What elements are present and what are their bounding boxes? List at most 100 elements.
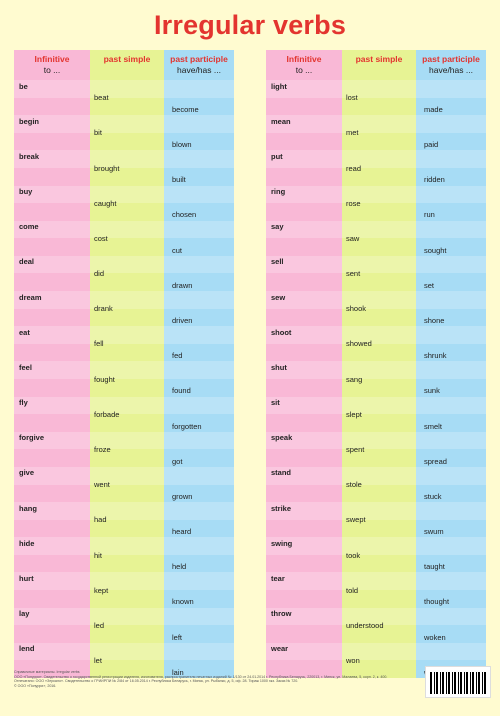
infinitive-word: hurt (19, 573, 34, 583)
infinitive-word: fly (19, 398, 28, 408)
row-band (266, 572, 486, 591)
header-past-participle-label: past participle (422, 54, 480, 64)
infinitive-word: sit (271, 398, 280, 408)
past-simple-word: brought (94, 163, 120, 173)
past-simple-word: rose (346, 198, 361, 208)
row-band (14, 431, 234, 450)
past-participle-word: shrunk (424, 351, 447, 361)
infinitive-word: dream (19, 292, 42, 302)
infinitive-word: come (19, 222, 39, 232)
past-simple-word: forbade (94, 409, 120, 419)
past-participle-word: found (172, 386, 191, 396)
header-infinitive: Infinitive to ... (14, 50, 90, 80)
infinitive-word: eat (19, 327, 30, 337)
column-background (266, 50, 342, 678)
past-participle-word: become (172, 104, 199, 114)
row-band (14, 185, 234, 204)
past-simple-word: swept (346, 515, 366, 525)
past-simple-word: hit (94, 550, 102, 560)
row-band (266, 361, 486, 379)
imprint-line: © ООО «Попурри», 2016. (14, 683, 57, 688)
infinitive-word: lay (19, 609, 30, 619)
barcode-bar (479, 672, 480, 694)
barcode-bar (485, 672, 486, 694)
infinitive-word: stand (271, 468, 292, 478)
row-band (14, 80, 234, 98)
past-simple-word: did (94, 269, 105, 279)
past-participle-word: spread (424, 456, 447, 466)
infinitive-word: speak (271, 433, 293, 443)
row-band (266, 80, 486, 98)
past-simple-word: shook (346, 304, 367, 314)
row-band (14, 572, 234, 591)
infinitive-word: break (19, 151, 40, 161)
verb-table-right: Infinitive to ... past simple past particip… (266, 50, 486, 678)
past-participle-word: sunk (424, 386, 440, 396)
past-participle-word: driven (172, 316, 193, 325)
past-participle-word: forgotten (172, 421, 202, 431)
barcode-bar (470, 672, 471, 694)
past-simple-word: led (94, 620, 105, 630)
past-simple-word: told (346, 585, 359, 595)
past-simple-word: froze (94, 444, 111, 454)
infinitive-word: lend (19, 644, 35, 654)
barcode-bar (461, 672, 462, 694)
header-past-simple-label: past simple (103, 54, 151, 64)
header-past-participle-sublabel: have/has ... (177, 65, 221, 75)
past-simple-word: went (94, 480, 110, 490)
past-simple-word: slept (346, 409, 362, 419)
infinitive-word: give (19, 468, 35, 478)
infinitive-word: hang (19, 503, 37, 513)
past-simple-word: caught (94, 198, 117, 208)
row-band (14, 255, 234, 274)
row-band (266, 466, 486, 485)
header-infinitive-sublabel: to ... (295, 65, 313, 75)
row-band (266, 537, 486, 555)
past-participle-word: lain (172, 667, 184, 677)
infinitive-word: deal (19, 257, 35, 267)
infinitive-word: wear (271, 644, 289, 654)
past-simple-word: read (346, 163, 362, 173)
imprint-line: ООО «Попурри». Свидетельство о государст… (14, 674, 388, 679)
row-band (14, 466, 234, 485)
past-participle-word: grown (172, 491, 193, 501)
past-participle-word: blown (172, 140, 192, 150)
column-background (164, 50, 234, 678)
infinitive-word: buy (19, 187, 33, 197)
past-participle-word: set (424, 280, 435, 290)
header-infinitive: Infinitive to ... (266, 50, 342, 80)
infinitive-word: swing (271, 538, 293, 548)
past-participle-word: got (172, 456, 183, 466)
past-simple-word: lost (346, 93, 358, 103)
past-participle-word: held (172, 562, 187, 572)
header-past-simple: past simple (90, 50, 164, 80)
past-simple-word: took (346, 550, 361, 560)
past-simple-word: sent (346, 269, 361, 279)
row-band (14, 607, 234, 626)
row-band (266, 502, 486, 520)
past-simple-word: stole (346, 480, 362, 490)
row-band (266, 255, 486, 274)
past-participle-word: run (424, 210, 435, 220)
past-participle-word: woken (424, 632, 446, 642)
past-participle-word: swum (424, 527, 444, 537)
past-participle-word: ridden (424, 175, 445, 185)
past-participle-word: cut (172, 245, 183, 255)
past-participle-word: drawn (172, 280, 193, 290)
barcode-bar (449, 672, 450, 694)
infinitive-word: begin (19, 116, 39, 126)
row-band (14, 642, 234, 661)
past-simple-word: won (346, 656, 360, 666)
infinitive-word: be (19, 81, 28, 91)
column-background (342, 50, 416, 678)
past-simple-word: showed (346, 339, 372, 349)
past-simple-word: let (94, 656, 102, 666)
past-participle-word: smelt (424, 421, 442, 431)
row-band (266, 326, 486, 344)
row-band (266, 115, 486, 133)
row-band (266, 291, 486, 309)
row-band (14, 537, 234, 555)
row-band (266, 185, 486, 204)
infinitive-word: sew (271, 292, 286, 302)
past-participle-word: thought (424, 597, 450, 607)
